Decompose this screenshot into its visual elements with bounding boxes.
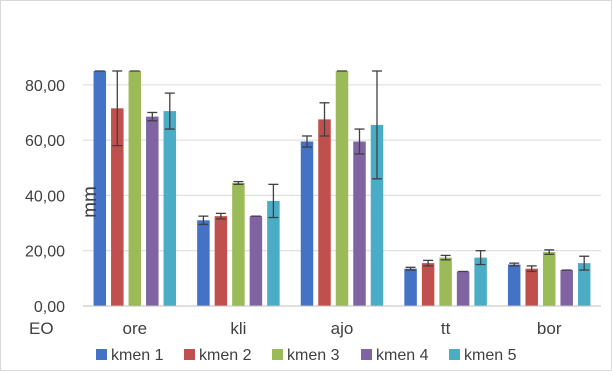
bar-ore-kmen-3 <box>128 71 142 306</box>
bar-ore-kmen-4 <box>146 116 159 306</box>
legend-swatch <box>449 349 460 360</box>
error-bar-tt-kmen-5 <box>475 250 486 266</box>
bar-bor-kmen-4 <box>560 270 573 306</box>
legend-swatch <box>272 349 283 360</box>
legend-swatch <box>96 349 107 360</box>
y-tick-label: 0,00 <box>34 299 65 316</box>
x-tick-label-bor: bor <box>537 319 562 338</box>
legend-label: kmen 3 <box>287 347 340 364</box>
bar-ajo-kmen-5 <box>370 124 384 306</box>
bar-ore-kmen-1 <box>93 71 107 306</box>
bar-ore-kmen-5 <box>163 111 177 307</box>
bar-kli-kmen-3 <box>232 182 245 306</box>
y-axis-ticks: 0,00 20,00 40,00 60,00 80,00 <box>25 78 65 316</box>
error-bar-kli-kmen-2 <box>215 212 226 220</box>
x-tick-label-tt: tt <box>441 319 451 338</box>
legend-item-kmen-2: kmen 2 <box>184 347 252 364</box>
bars <box>93 71 591 307</box>
bar-tt-kmen-3 <box>439 257 452 306</box>
bar-bor-kmen-2 <box>525 268 538 306</box>
legend-label: kmen 5 <box>464 347 517 364</box>
bar-ajo-kmen-1 <box>300 141 314 306</box>
bar-tt-kmen-1 <box>404 268 417 306</box>
error-bar-tt-kmen-2 <box>423 259 434 267</box>
y-tick-label: 40,00 <box>25 188 65 205</box>
error-bar-ajo-kmen-1 <box>302 135 312 148</box>
error-bar-kli-kmen-3 <box>233 180 244 186</box>
bar-kli-kmen-1 <box>197 220 210 306</box>
bar-bor-kmen-3 <box>542 252 556 306</box>
y-tick-label: 20,00 <box>25 244 65 261</box>
error-bar-ajo-kmen-4 <box>354 128 365 155</box>
y-tick-label: 60,00 <box>25 133 65 150</box>
bar-ajo-kmen-2 <box>318 119 331 306</box>
bar-ore-kmen-2 <box>111 108 124 306</box>
error-bar-tt-kmen-1 <box>405 266 416 271</box>
bar-tt-kmen-2 <box>421 263 435 306</box>
x-tick-label-ajo: ajo <box>331 319 354 338</box>
bar-tt-kmen-5 <box>474 257 487 306</box>
error-bar-ore-kmen-2 <box>112 70 123 147</box>
error-bar-bor-kmen-5 <box>579 255 590 271</box>
bar-ajo-kmen-3 <box>335 71 349 306</box>
error-bar-bor-kmen-2 <box>526 265 537 273</box>
bar-kli-kmen-4 <box>249 216 263 306</box>
y-axis-label: mm <box>80 186 101 218</box>
legend-item-kmen-1: kmen 1 <box>96 347 164 364</box>
bar-bor-kmen-1 <box>507 264 521 306</box>
bar-kli-kmen-5 <box>267 200 280 306</box>
legend-label: kmen 2 <box>199 347 252 364</box>
legend-item-kmen-4: kmen 4 <box>361 347 429 364</box>
x-axis-label: EO <box>29 319 54 338</box>
legend-item-kmen-5: kmen 5 <box>449 347 517 364</box>
error-bar-ajo-kmen-2 <box>319 102 330 137</box>
y-tick-label: 80,00 <box>25 78 65 95</box>
error-bar-bor-kmen-3 <box>544 249 555 255</box>
error-bar-tt-kmen-3 <box>440 254 451 261</box>
legend-label: kmen 1 <box>111 347 164 364</box>
legend: kmen 1 kmen 2 kmen 3 kmen 4 kmen 5 <box>96 347 517 364</box>
error-bars <box>94 70 590 273</box>
bar-tt-kmen-4 <box>456 271 470 306</box>
bar-bor-kmen-5 <box>577 263 591 306</box>
legend-swatch <box>361 349 372 360</box>
error-bar-ajo-kmen-5 <box>372 70 382 180</box>
x-tick-label-ore: ore <box>123 319 148 338</box>
error-bar-ore-kmen-5 <box>164 92 175 130</box>
error-bar-kli-kmen-1 <box>198 215 209 226</box>
error-bar-ore-kmen-4 <box>147 111 158 122</box>
error-bar-kli-kmen-5 <box>268 183 279 219</box>
x-axis-ticks: ore kli ajo tt bor <box>123 319 562 338</box>
legend-swatch <box>184 349 195 360</box>
bar-ajo-kmen-4 <box>353 141 366 306</box>
bar-kli-kmen-2 <box>214 216 228 306</box>
x-tick-label-kli: kli <box>230 319 246 338</box>
error-bar-bor-kmen-1 <box>509 262 520 267</box>
legend-item-kmen-3: kmen 3 <box>272 347 340 364</box>
legend-label: kmen 4 <box>376 347 429 364</box>
